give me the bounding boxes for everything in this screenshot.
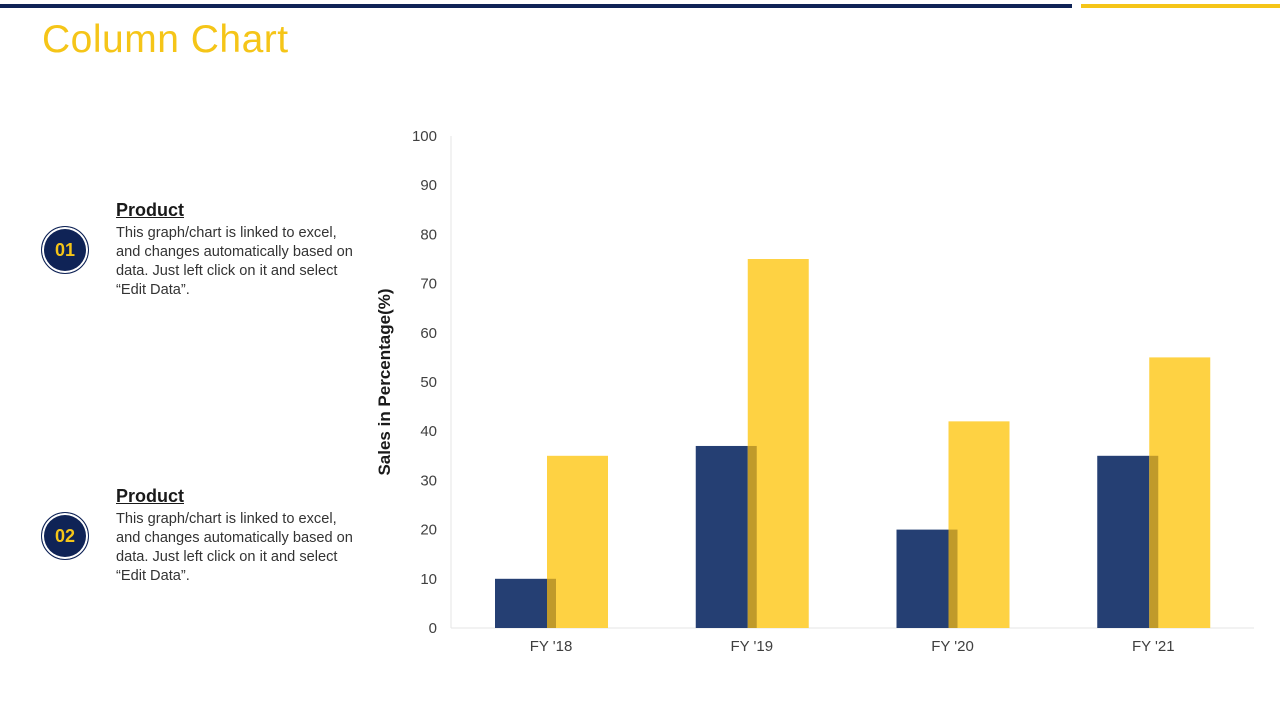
bar-series-2 bbox=[747, 259, 809, 628]
y-tick-label: 90 bbox=[420, 177, 437, 194]
top-bar-yellow bbox=[1081, 4, 1280, 8]
product-description-1: This graph/chart is linked to excel, and… bbox=[116, 225, 353, 298]
x-tick-label: FY '19 bbox=[730, 638, 773, 655]
top-bar-navy bbox=[0, 4, 1072, 8]
product-heading-1: Product bbox=[116, 200, 185, 220]
y-axis-title: Sales in Percentage(%) bbox=[375, 288, 394, 475]
bar-series-2 bbox=[547, 455, 608, 628]
page-title: Column Chart bbox=[42, 18, 289, 61]
bar-series-1 bbox=[495, 578, 547, 628]
bar-overlap-shadow bbox=[747, 445, 757, 628]
product-description-2: This graph/chart is linked to excel, and… bbox=[116, 511, 353, 584]
number-badge-2: 02 bbox=[41, 512, 89, 560]
product-heading-2: Product bbox=[116, 486, 185, 506]
y-tick-label: 10 bbox=[420, 571, 437, 588]
bar-series-1 bbox=[1097, 455, 1150, 628]
y-tick-label: 50 bbox=[420, 374, 437, 391]
x-tick-label: FY '18 bbox=[530, 638, 573, 655]
y-tick-label: 40 bbox=[420, 423, 437, 440]
bar-series-1 bbox=[695, 445, 748, 628]
y-tick-label: 20 bbox=[420, 522, 437, 539]
product-item-2: 02 Product This graph/chart is linked to… bbox=[40, 486, 370, 596]
bar-overlap-shadow bbox=[1149, 455, 1159, 628]
bar-series-1 bbox=[896, 529, 949, 628]
bar-overlap-shadow bbox=[948, 529, 958, 628]
y-tick-label: 60 bbox=[420, 325, 437, 342]
bar-series-2 bbox=[948, 421, 1010, 628]
y-tick-label: 70 bbox=[420, 276, 437, 293]
x-tick-label: FY '20 bbox=[931, 638, 974, 655]
y-tick-label: 0 bbox=[429, 620, 437, 637]
bar-overlap-shadow bbox=[547, 578, 556, 628]
number-badge-1: 01 bbox=[41, 226, 89, 274]
y-tick-label: 80 bbox=[420, 226, 437, 243]
y-tick-label: 30 bbox=[420, 472, 437, 489]
bar-series-2 bbox=[1149, 357, 1211, 628]
x-tick-label: FY '21 bbox=[1132, 638, 1175, 655]
y-tick-label: 100 bbox=[412, 128, 437, 145]
product-item-1: 01 Product This graph/chart is linked to… bbox=[40, 200, 370, 310]
